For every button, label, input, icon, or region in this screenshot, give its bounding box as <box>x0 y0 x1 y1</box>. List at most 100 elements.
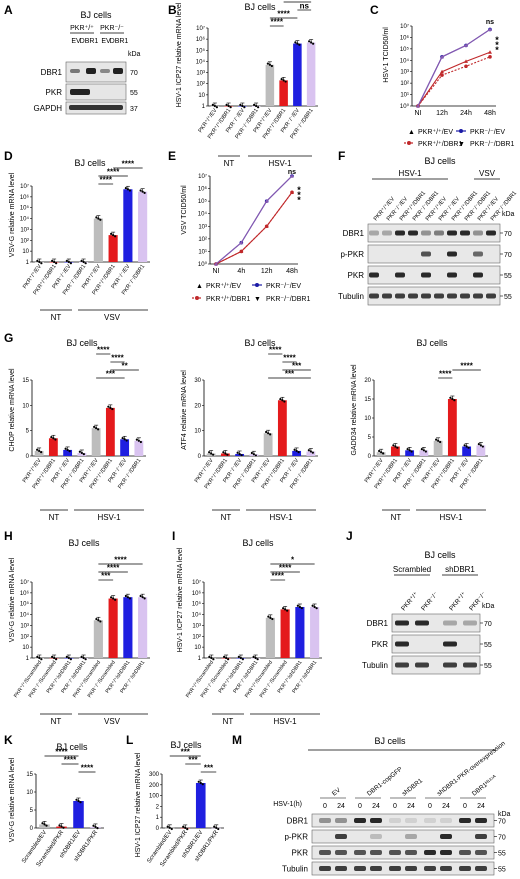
data-point <box>170 827 173 831</box>
bar <box>292 450 302 456</box>
blot-label: DBR1 <box>367 619 389 628</box>
data-point <box>36 655 39 658</box>
data-point <box>168 826 171 829</box>
y-tick-label: 10⁴ <box>192 612 202 619</box>
data-point <box>80 259 83 262</box>
blot-label: DBR1 <box>287 817 309 826</box>
band <box>86 68 96 74</box>
data-point <box>229 106 232 109</box>
data-point <box>224 452 227 455</box>
data-point <box>215 106 218 109</box>
data-point <box>394 445 397 448</box>
data-point <box>265 430 268 434</box>
panel-letter: I <box>172 529 175 543</box>
panel-title: BJ cells <box>66 338 98 348</box>
band <box>319 850 331 855</box>
time-label: 0 <box>463 803 467 810</box>
data-point <box>295 449 298 453</box>
band <box>463 662 477 668</box>
data-point <box>96 827 99 830</box>
data-point <box>252 655 255 658</box>
sig-label: **** <box>460 362 473 371</box>
sig-label: **** <box>439 370 452 379</box>
data-point <box>464 64 468 69</box>
group-label: DBR1-copGFP <box>366 766 404 798</box>
y-tick-label: 10 <box>26 790 33 796</box>
data-point <box>264 224 269 229</box>
y-tick-label: 1 <box>26 260 30 266</box>
y-tick-label: 10³ <box>192 623 201 629</box>
lane-labels: PKR⁺/⁺/EVPKR⁻/⁻/EVPKR⁺/⁺/DBR1PKR⁻/⁻/DBR1… <box>372 190 518 223</box>
sig-label: **** <box>114 556 127 565</box>
data-point <box>53 260 56 264</box>
chart-h: 11010²10³10⁴10⁵10⁶10⁷PKR⁺/⁺/ScrambledPKR… <box>13 556 150 699</box>
data-point <box>406 448 409 451</box>
band <box>354 866 366 871</box>
band <box>405 818 417 823</box>
mw-label: 37 <box>130 106 138 113</box>
band <box>443 662 457 668</box>
y-tick-label: 10⁴ <box>198 211 208 218</box>
y-tick-label: 10³ <box>20 623 29 629</box>
sig-label: *** <box>285 370 295 379</box>
band <box>421 293 431 299</box>
blot-strip <box>65 83 127 101</box>
data-point <box>253 103 256 106</box>
data-point <box>212 453 215 456</box>
svg-text:▼: ▼ <box>254 296 261 303</box>
mw-label: 55 <box>504 294 512 301</box>
y-tick-label: 5 <box>26 429 30 435</box>
y-tick-label: 10³ <box>196 71 205 77</box>
data-point <box>464 59 468 63</box>
sig-label: *** <box>188 756 198 765</box>
band <box>421 230 431 236</box>
sig-label: **** <box>81 764 94 773</box>
kda-label: kDa <box>502 211 515 218</box>
band <box>434 293 444 299</box>
bar <box>433 440 443 456</box>
chart-i: 11010²10³10⁴10⁵10⁶10⁷PKR⁺/⁺/ScrambledPKR… <box>185 556 322 699</box>
data-point <box>223 655 226 658</box>
panel-title: BJ cells <box>170 740 202 750</box>
lane-label: DBR1 <box>80 38 99 45</box>
panel-title: BJ cells <box>80 10 112 20</box>
y-tick-label: 10¹ <box>400 93 409 99</box>
panel-f: F BJ cells HSV-1 VSV PKR⁺/⁺/EVPKR⁻/⁻/EVP… <box>338 149 518 306</box>
sig-label: **** <box>283 354 296 363</box>
band <box>440 834 452 839</box>
band <box>389 850 401 855</box>
chart-b: 11010²10³10⁴10⁵10⁶10⁷PKR⁺/⁺/EVPKR⁺/⁺/DBR… <box>196 0 318 140</box>
time-labels: 0 24 0 24 0 24 0 24 0 24 <box>323 803 485 810</box>
series-line <box>215 175 293 265</box>
group-label: HSV-1 <box>268 159 292 168</box>
data-point <box>214 262 218 266</box>
y-tick-label: 10⁰ <box>198 261 208 268</box>
y-tick-label: 1 <box>202 104 206 110</box>
y-tick-label: 5 <box>368 435 372 441</box>
y-tick-label: 15 <box>26 772 33 778</box>
band <box>421 251 431 257</box>
bar <box>138 597 148 658</box>
blot-label: PKR <box>46 88 63 97</box>
x-tick-label: NI <box>213 268 220 275</box>
y-tick-label: 10⁴ <box>20 216 30 223</box>
data-point <box>51 259 54 262</box>
sig-label: **** <box>271 18 284 27</box>
data-point <box>128 597 131 600</box>
sig-label: ns <box>288 169 296 176</box>
band <box>370 850 382 855</box>
sig-label: **** <box>277 10 290 19</box>
y-tick-label: 10² <box>20 634 29 640</box>
band <box>421 272 431 278</box>
data-point <box>99 218 102 221</box>
legend: ▲ PKR⁺/⁺/EV PKR⁻/⁻/EV PKR⁺/⁺/DBR1 ▼ PKR⁻… <box>404 129 514 148</box>
mw-label: 70 <box>130 70 138 77</box>
y-axis-label: VSV-G relative mRNA level <box>9 172 16 257</box>
series-line <box>417 28 491 107</box>
y-tick-label: 10⁷ <box>192 579 201 586</box>
data-point <box>298 43 301 46</box>
data-point <box>284 80 287 83</box>
data-point <box>94 825 97 829</box>
